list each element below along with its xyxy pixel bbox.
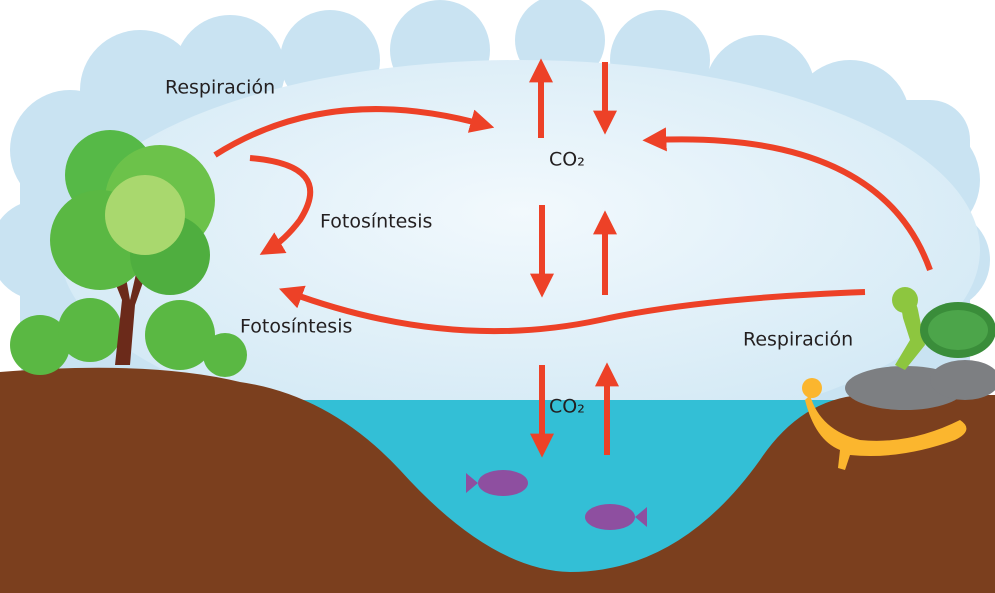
label: Respiración (165, 77, 275, 99)
label: Respiración (743, 329, 853, 351)
carbon-cycle-diagram: Respiración Fotosíntesis CO₂ Fotosíntesi… (0, 0, 995, 593)
label: Fotosíntesis (320, 211, 432, 233)
label: Fotosíntesis (240, 316, 352, 338)
label: CO₂ (549, 149, 585, 171)
label: CO₂ (549, 396, 585, 418)
